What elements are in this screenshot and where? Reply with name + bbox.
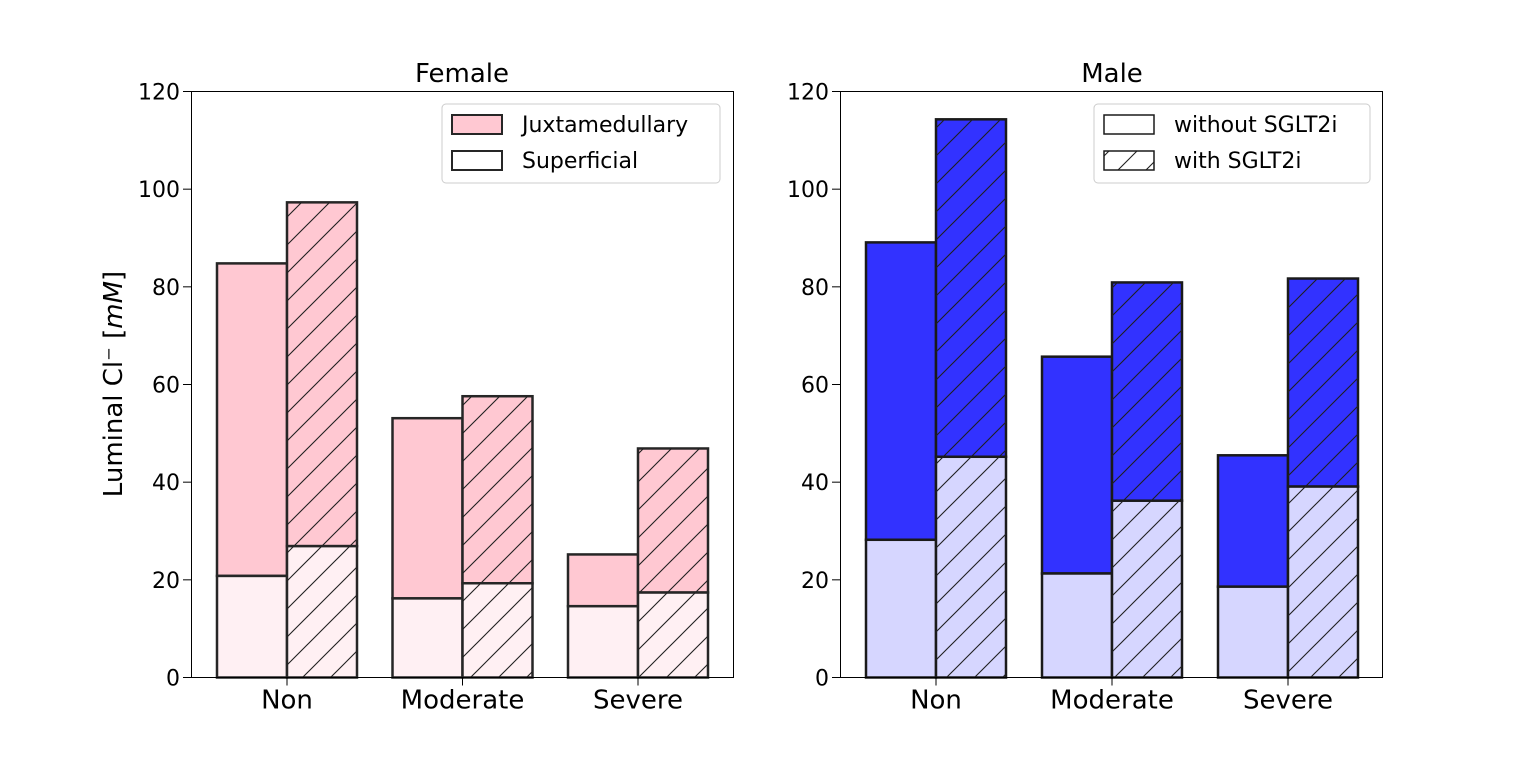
male-bars xyxy=(864,118,1360,679)
male-category-labels: Non Moderate Severe xyxy=(910,677,1333,716)
bar-juxtamedullary xyxy=(864,241,938,542)
bar-superficial-hatch xyxy=(1112,500,1182,678)
y-tick-label: 40 xyxy=(801,471,829,496)
bar-juxtamedullary-hatch xyxy=(936,119,1006,457)
female-panel: Female Luminal Cl⁻ [mM] 020406080100120 … xyxy=(99,59,734,716)
bar-superficial xyxy=(1040,572,1114,679)
female-plot-frame xyxy=(191,91,734,678)
y-tick-label: 20 xyxy=(801,569,829,594)
bar-superficial xyxy=(391,597,464,679)
y-axis-label-part: mM xyxy=(99,281,129,329)
legend-swatch-without-sglt2i xyxy=(1103,114,1155,135)
legend-box xyxy=(441,103,721,184)
legend-swatch-superficial xyxy=(451,150,503,171)
bar-juxtamedullary xyxy=(1040,355,1114,575)
y-tick-label: 20 xyxy=(152,569,180,594)
bar-superficial-hatch xyxy=(287,546,357,678)
x-tick-label: Severe xyxy=(1243,686,1333,716)
y-axis-label: Luminal Cl⁻ [mM] xyxy=(99,271,129,497)
legend-label-without-sglt2i: without SGLT2i xyxy=(1174,113,1338,138)
bar-juxtamedullary-hatch xyxy=(462,396,533,584)
y-tick-label: 40 xyxy=(152,471,180,496)
legend-label-with-sglt2i: with SGLT2i xyxy=(1174,149,1301,174)
bar-juxtamedullary-hatch xyxy=(287,202,357,547)
bar-superficial xyxy=(1216,585,1290,679)
y-tick-label: 100 xyxy=(787,178,829,203)
female-y-ticks: 0 20 40 60 80 100 120 xyxy=(138,81,192,692)
female-bars xyxy=(215,201,710,679)
female-title: Female xyxy=(415,59,509,89)
y-tick-label: 100 xyxy=(138,178,180,203)
male-plot-frame xyxy=(840,91,1383,678)
x-tick-label: Moderate xyxy=(1050,686,1174,716)
bar-superficial xyxy=(215,574,289,679)
bar-superficial-hatch xyxy=(462,583,533,678)
female-category-labels: Non Moderate Severe xyxy=(261,677,683,716)
y-tick-label: 0 xyxy=(815,667,829,692)
legend-label-juxtamedullary: Juxtamedullary xyxy=(520,113,688,138)
y-tick-label: 120 xyxy=(138,81,180,106)
bar-juxtamedullary xyxy=(566,553,640,608)
x-tick-label: Non xyxy=(910,686,962,716)
x-tick-label: Moderate xyxy=(401,686,525,716)
y-tick-label: 60 xyxy=(152,374,180,399)
male-legend: without SGLT2i with SGLT2i xyxy=(1093,103,1371,184)
bar-juxtamedullary-hatch xyxy=(1112,282,1182,501)
bar-juxtamedullary xyxy=(391,416,464,600)
male-y-ticks: 0 20 40 60 80 100 120 xyxy=(787,81,841,692)
bar-superficial-hatch xyxy=(936,456,1006,678)
bar-superficial-hatch xyxy=(638,592,708,678)
y-axis-label-part: Luminal Cl⁻ [ xyxy=(99,329,129,497)
bar-superficial xyxy=(566,604,640,679)
female-legend: Juxtamedullary Superficial xyxy=(441,103,721,184)
y-tick-label: 80 xyxy=(801,276,829,301)
male-title: Male xyxy=(1081,59,1143,89)
bar-superficial xyxy=(864,538,938,679)
legend-label-superficial: Superficial xyxy=(522,149,638,174)
bar-superficial-hatch xyxy=(1288,486,1358,678)
x-tick-label: Non xyxy=(261,686,313,716)
y-tick-label: 0 xyxy=(166,667,180,692)
y-axis-label-part: ] xyxy=(99,271,129,281)
male-panel: Male 0 20 40 60 80 100 120 Non Moderate Severe w… xyxy=(787,59,1383,716)
y-tick-label: 60 xyxy=(801,374,829,399)
legend-box xyxy=(1093,103,1371,184)
bar-juxtamedullary-hatch xyxy=(638,448,708,593)
x-tick-label: Severe xyxy=(593,686,683,716)
legend-swatch-with-sglt2i xyxy=(1103,150,1155,171)
bar-juxtamedullary-hatch xyxy=(1288,278,1358,487)
y-tick-label: 80 xyxy=(152,276,180,301)
legend-swatch-juxtamedullary xyxy=(451,114,503,135)
bar-juxtamedullary xyxy=(1216,454,1290,588)
y-tick-label: 120 xyxy=(787,81,829,106)
bar-juxtamedullary xyxy=(215,262,289,578)
